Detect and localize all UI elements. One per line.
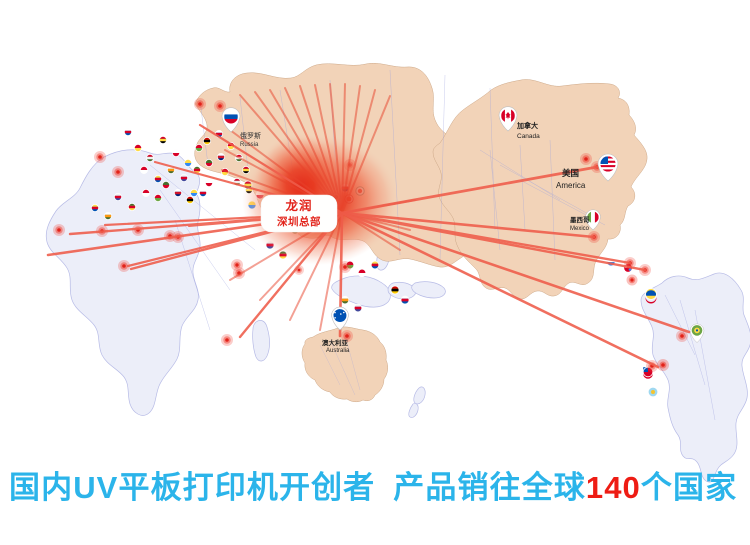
svg-text:澳大利亚: 澳大利亚: [322, 338, 349, 347]
svg-text:美国: 美国: [562, 168, 579, 178]
svg-text:龙润: 龙润: [284, 198, 312, 213]
svg-text:墨西哥: 墨西哥: [570, 215, 590, 224]
svg-text:Canada: Canada: [517, 133, 540, 140]
svg-text:俄罗斯: 俄罗斯: [240, 131, 261, 140]
svg-text:加拿大: 加拿大: [516, 121, 538, 130]
svg-text:Mexico: Mexico: [570, 226, 590, 232]
svg-text:Australia: Australia: [326, 348, 350, 354]
svg-text:Russia: Russia: [240, 142, 259, 148]
svg-text:America: America: [556, 181, 586, 190]
svg-text:深圳总部: 深圳总部: [277, 215, 321, 228]
